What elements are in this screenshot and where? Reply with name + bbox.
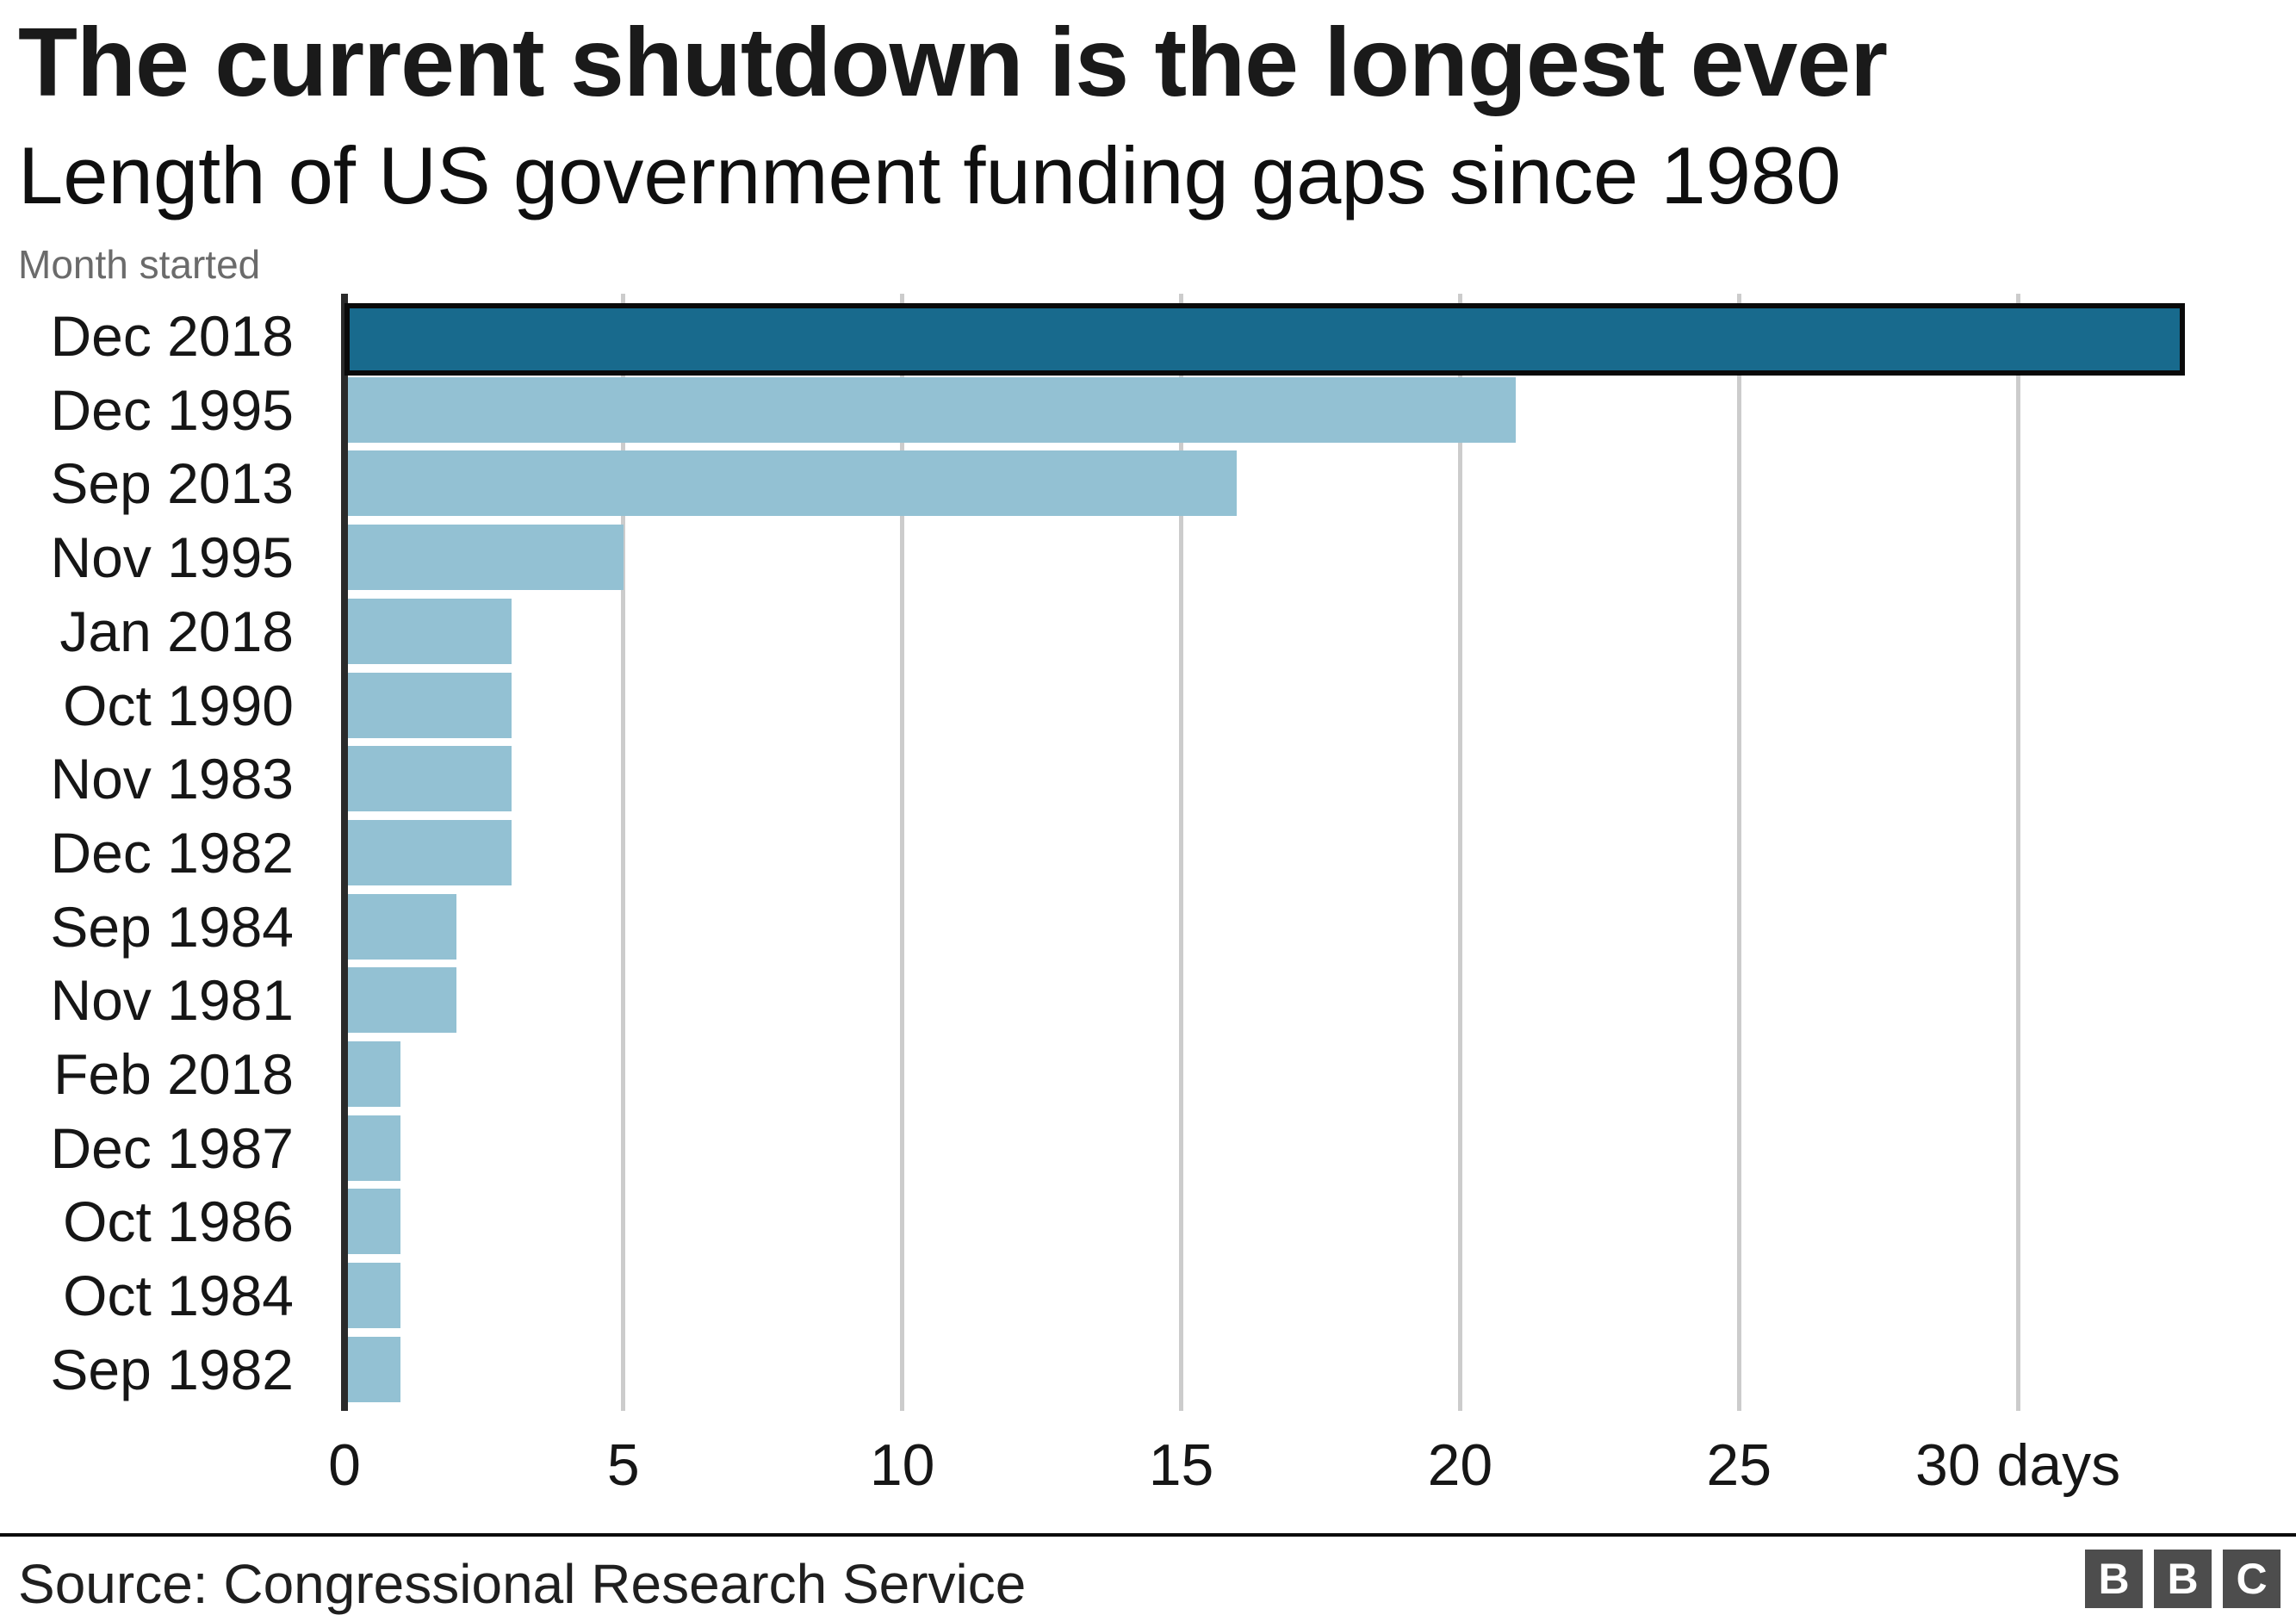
x-tick-label-10: 10 [869,1432,935,1498]
category-label-jan-2018: Jan 2018 [59,599,294,663]
bar-dec-2018 [344,303,2186,376]
gridline-20 [1457,294,1462,1411]
bar-nov-1981 [344,967,456,1034]
bar-nov-1983 [344,746,512,812]
y-axis-line [341,294,348,1411]
category-label-dec-1987: Dec 1987 [50,1115,294,1180]
x-tick-label-0: 0 [328,1432,361,1498]
gridline-30 [2015,294,2020,1411]
chart-subtitle: Length of US government funding gaps sin… [18,130,1841,221]
bar-nov-1995 [344,525,624,591]
category-label-column: Dec 2018 Dec 1995 Sep 2013 Nov 1995 Jan 2018… [0,0,294,1615]
footer-divider [0,1533,2296,1537]
category-label-sep-2013: Sep 2013 [50,451,294,516]
gridline-15 [1179,294,1184,1411]
y-axis-label: Month started [18,242,261,287]
category-label-feb-2018: Feb 2018 [53,1042,294,1106]
bar-oct-1986 [344,1189,400,1255]
category-label-nov-1981: Nov 1981 [50,968,294,1033]
bar-sep-1982 [344,1336,400,1402]
category-label-dec-2018: Dec 2018 [50,304,294,368]
category-label-sep-1984: Sep 1984 [50,894,294,959]
source-text: Source: Congressional Research Service [18,1553,1027,1615]
bar-dec-1987 [344,1115,400,1181]
category-label-oct-1986: Oct 1986 [63,1190,294,1254]
x-tick-label-15: 15 [1148,1432,1214,1498]
bar-sep-2013 [344,450,1238,517]
chart-title: The current shutdown is the longest ever [18,8,1888,116]
bbc-logo-square-3: C [2223,1550,2280,1608]
category-label-dec-1995: Dec 1995 [50,377,294,442]
category-label-nov-1995: Nov 1995 [50,525,294,590]
bar-dec-1982 [344,819,512,885]
x-tick-label-20: 20 [1427,1432,1493,1498]
category-label-sep-1982: Sep 1982 [50,1337,294,1401]
bar-oct-1984 [344,1263,400,1329]
x-tick-label-30: 30 days [1915,1432,2121,1498]
bar-oct-1990 [344,672,512,738]
bbc-logo-square-2: B [2154,1550,2212,1608]
category-label-nov-1983: Nov 1983 [50,747,294,811]
gridline-5 [621,294,626,1411]
category-label-oct-1984: Oct 1984 [63,1264,294,1328]
category-label-dec-1982: Dec 1982 [50,820,294,885]
category-label-oct-1990: Oct 1990 [63,673,294,737]
bbc-logo-square-1: B [2085,1550,2143,1608]
x-tick-label-25: 25 [1706,1432,1772,1498]
gridline-25 [1736,294,1741,1411]
bar-feb-2018 [344,1041,400,1107]
bar-sep-1984 [344,893,456,960]
plot-area [341,294,2296,1411]
gridline-10 [900,294,905,1411]
bar-jan-2018 [344,598,512,664]
x-tick-label-5: 5 [606,1432,640,1498]
bar-dec-1995 [344,376,1517,443]
